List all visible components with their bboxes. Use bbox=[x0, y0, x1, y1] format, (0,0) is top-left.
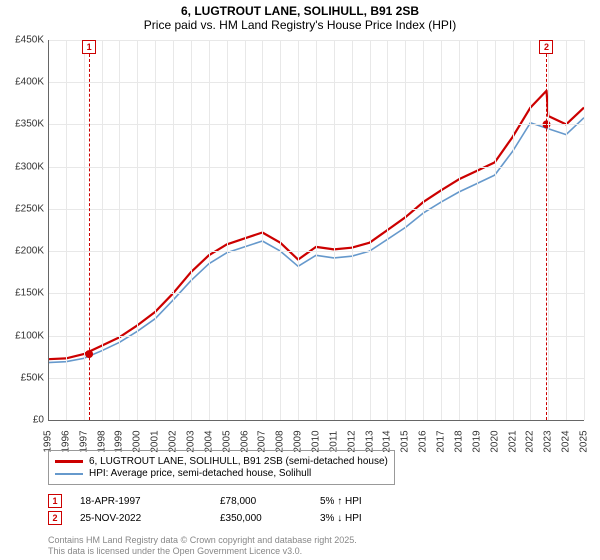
title-block: 6, LUGTROUT LANE, SOLIHULL, B91 2SB Pric… bbox=[0, 0, 600, 34]
y-tick-label: £250K bbox=[15, 203, 44, 214]
y-tick-label: £0 bbox=[33, 415, 44, 426]
legend-row-1: HPI: Average price, semi-detached house,… bbox=[55, 468, 388, 479]
marker-legend: 1 18-APR-1997£78,0005% ↑ HPI 2 25-NOV-2022£… bbox=[48, 494, 584, 525]
marker-legend-delta: 3% ↓ HPI bbox=[320, 513, 362, 524]
y-tick-label: £450K bbox=[15, 35, 44, 46]
marker-box-1: 2 bbox=[539, 40, 553, 54]
y-tick-label: £400K bbox=[15, 77, 44, 88]
legend-block: 6, LUGTROUT LANE, SOLIHULL, B91 2SB (sem… bbox=[48, 450, 584, 528]
marker-legend-row-0: 1 18-APR-1997£78,0005% ↑ HPI bbox=[48, 494, 584, 508]
legend-row-0: 6, LUGTROUT LANE, SOLIHULL, B91 2SB (sem… bbox=[55, 456, 388, 467]
marker-legend-delta: 5% ↑ HPI bbox=[320, 496, 362, 507]
attribution-line1: Contains HM Land Registry data © Crown c… bbox=[48, 535, 357, 547]
attribution-line2: This data is licensed under the Open Gov… bbox=[48, 546, 357, 558]
marker-legend-num: 1 bbox=[48, 494, 62, 508]
marker-legend-row-1: 2 25-NOV-2022£350,0003% ↓ HPI bbox=[48, 511, 584, 525]
marker-legend-date: 25-NOV-2022 bbox=[80, 513, 220, 524]
legend-swatch-0 bbox=[55, 460, 83, 463]
marker-legend-price: £350,000 bbox=[220, 513, 320, 524]
marker-legend-date: 18-APR-1997 bbox=[80, 496, 220, 507]
y-tick-label: £150K bbox=[15, 288, 44, 299]
y-tick-label: £200K bbox=[15, 246, 44, 257]
marker-legend-num: 2 bbox=[48, 511, 62, 525]
y-tick-label: £50K bbox=[21, 372, 44, 383]
chart-area: £0£50K£100K£150K£200K£250K£300K£350K£400… bbox=[48, 40, 584, 420]
title-sub: Price paid vs. HM Land Registry's House … bbox=[0, 18, 600, 32]
y-tick-label: £100K bbox=[15, 330, 44, 341]
y-tick-label: £350K bbox=[15, 119, 44, 130]
legend-series-box: 6, LUGTROUT LANE, SOLIHULL, B91 2SB (sem… bbox=[48, 450, 395, 485]
plot: £0£50K£100K£150K£200K£250K£300K£350K£400… bbox=[48, 40, 584, 420]
legend-label-1: HPI: Average price, semi-detached house,… bbox=[89, 468, 311, 479]
chart-container: 6, LUGTROUT LANE, SOLIHULL, B91 2SB Pric… bbox=[0, 0, 600, 560]
marker-vline-0 bbox=[89, 54, 90, 420]
y-tick-label: £300K bbox=[15, 161, 44, 172]
legend-label-0: 6, LUGTROUT LANE, SOLIHULL, B91 2SB (sem… bbox=[89, 456, 388, 467]
marker-vline-1 bbox=[546, 54, 547, 420]
legend-swatch-1 bbox=[55, 473, 83, 475]
attribution: Contains HM Land Registry data © Crown c… bbox=[48, 535, 357, 558]
title-main: 6, LUGTROUT LANE, SOLIHULL, B91 2SB bbox=[0, 4, 600, 18]
marker-legend-price: £78,000 bbox=[220, 496, 320, 507]
marker-box-0: 1 bbox=[82, 40, 96, 54]
